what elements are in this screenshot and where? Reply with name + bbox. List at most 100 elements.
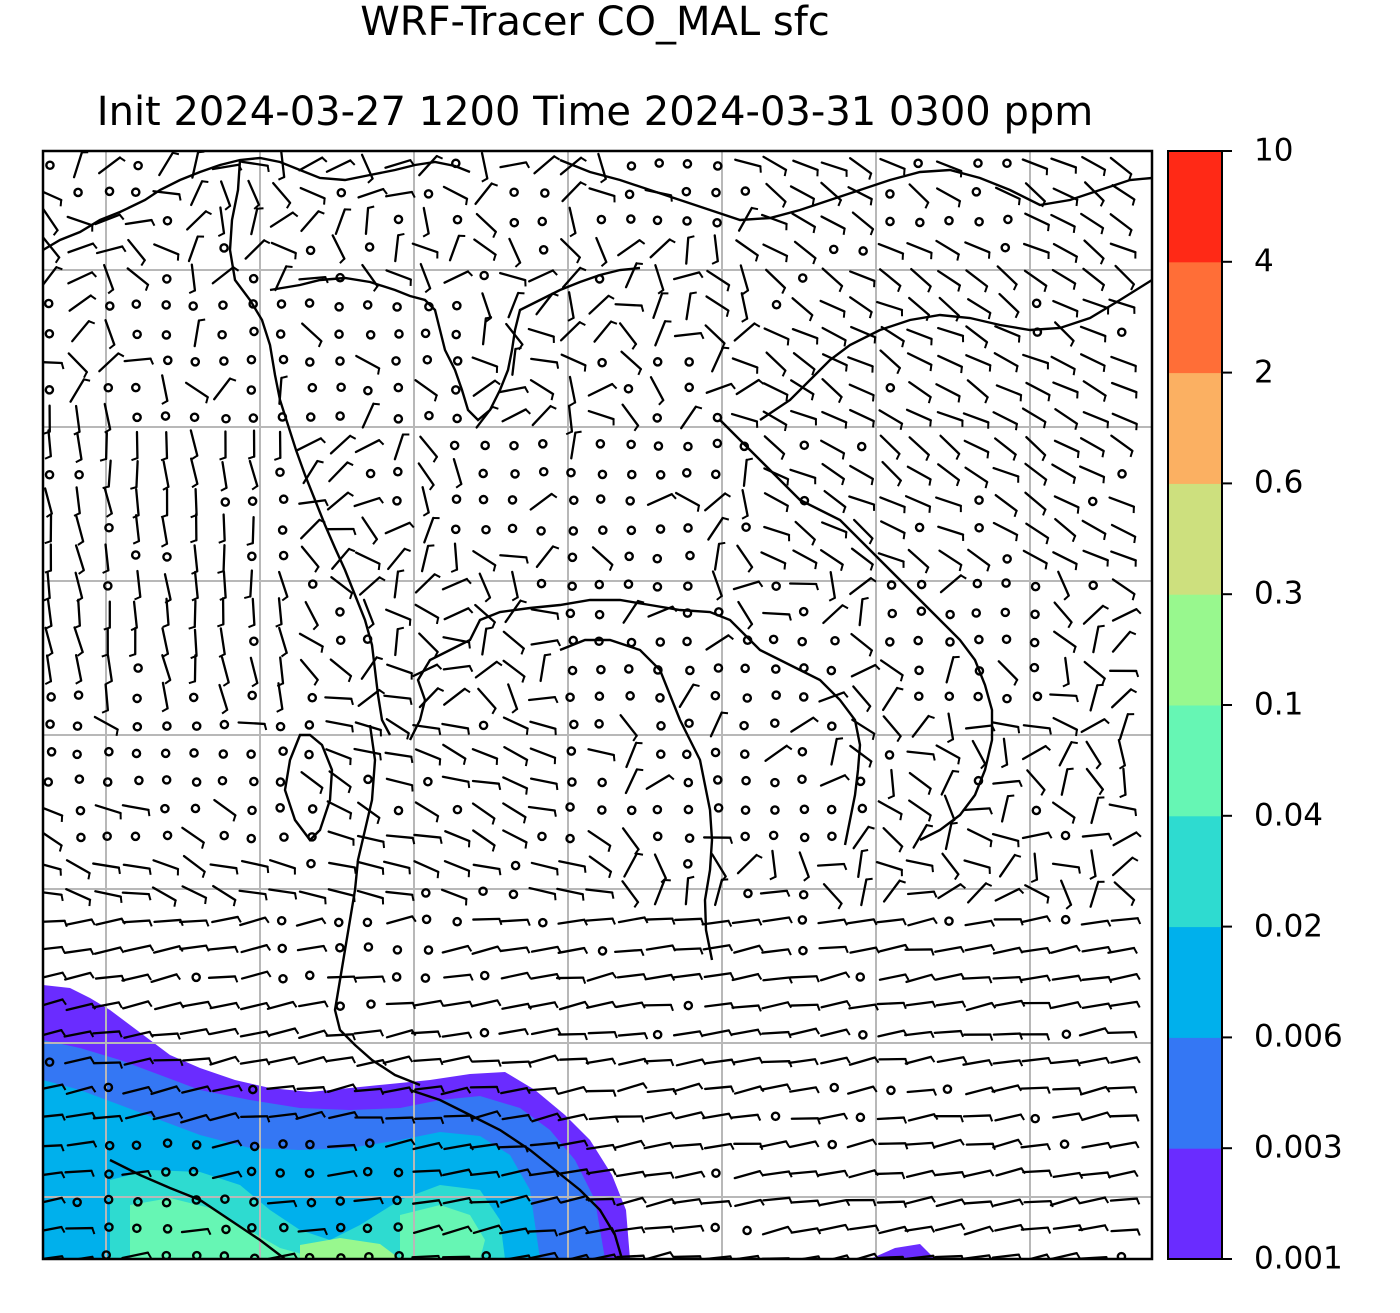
- wind-barb-flag: [899, 879, 906, 884]
- wind-barb-calm: [335, 272, 345, 283]
- wind-barb: [934, 945, 962, 953]
- wind-barb: [964, 944, 993, 952]
- wind-barb-flag: [58, 845, 63, 852]
- wind-barb-flag: [1133, 1086, 1138, 1094]
- wind-barb: [502, 776, 529, 790]
- wind-barb-calm: [711, 187, 721, 198]
- wind-barb: [499, 161, 528, 169]
- wind-barb-flag: [1046, 1143, 1051, 1151]
- wind-barb-flag: [722, 346, 730, 350]
- wind-barb-flag: [989, 1115, 994, 1122]
- wind-barb-flag: [89, 972, 95, 979]
- wind-barb-calm: [73, 690, 84, 700]
- wind-barb-calm: [246, 1166, 257, 1177]
- wind-barb-calm: [624, 551, 634, 562]
- wind-barb-flag: [1135, 831, 1142, 838]
- wind-barb-flag: [838, 285, 843, 293]
- wind-barb-calm: [305, 1139, 315, 1150]
- wind-barb: [816, 862, 846, 867]
- wind-barb-flag: [1105, 1086, 1111, 1093]
- wind-barb: [935, 1198, 964, 1208]
- wind-barb-calm: [189, 748, 199, 758]
- wind-barb: [300, 545, 320, 568]
- wind-barb: [791, 212, 817, 228]
- wind-barb: [94, 974, 123, 980]
- wind-barb: [937, 269, 962, 287]
- wind-barb-flag: [556, 1113, 562, 1120]
- wind-barb-flag: [131, 457, 138, 462]
- wind-barb: [850, 547, 874, 566]
- wind-barb-flag: [1047, 394, 1051, 402]
- wind-barb: [529, 492, 553, 511]
- wind-barb: [935, 496, 962, 507]
- wind-barb: [124, 218, 153, 226]
- wind-barb-calm: [161, 1167, 171, 1177]
- wind-barb: [820, 1000, 849, 1009]
- wind-barb-flag: [61, 1114, 66, 1121]
- wind-barb: [357, 801, 381, 819]
- wind-barb: [740, 292, 749, 320]
- wind-barb-flag: [376, 656, 383, 661]
- wind-barb: [702, 1112, 731, 1120]
- wind-barb: [711, 570, 723, 598]
- wind-barb: [906, 1088, 935, 1094]
- wind-barb: [193, 570, 199, 599]
- wind-barb: [94, 890, 122, 898]
- wind-barb-flag: [379, 753, 382, 761]
- wind-barb-calm: [743, 888, 753, 899]
- wind-barb: [65, 918, 93, 926]
- wind-barb-flag: [757, 1005, 762, 1012]
- wind-barb-flag: [700, 1171, 706, 1178]
- wind-barb: [66, 215, 94, 227]
- wind-barb: [905, 1169, 934, 1178]
- wind-barb: [850, 325, 877, 339]
- wind-barb-flag: [495, 1086, 500, 1094]
- wind-barb: [1078, 1196, 1107, 1205]
- wind-barb: [1051, 974, 1080, 981]
- wind-barb: [73, 626, 84, 654]
- wind-barb: [998, 853, 1016, 878]
- wind-barb: [1082, 411, 1110, 424]
- wind-barb-calm: [247, 496, 258, 506]
- wind-barb: [93, 946, 122, 955]
- wind-barb: [1081, 155, 1107, 171]
- wind-barb: [211, 266, 235, 285]
- wind-barb-flag: [204, 897, 207, 905]
- wind-barb-flag: [868, 537, 874, 545]
- wind-barb-calm: [509, 187, 519, 198]
- wind-barb: [327, 830, 355, 841]
- wind-barb-flag: [930, 1226, 936, 1233]
- wind-barb-calm: [507, 523, 518, 534]
- wind-barb: [993, 352, 1019, 368]
- wind-barb: [272, 181, 292, 205]
- wind-barb: [789, 1086, 818, 1093]
- wind-barb-flag: [160, 542, 168, 548]
- wind-barb-calm: [625, 496, 635, 506]
- wind-barb-flag: [741, 317, 748, 323]
- wind-barb: [104, 543, 110, 572]
- wind-barb: [186, 210, 208, 231]
- wind-barb-calm: [161, 330, 172, 340]
- wind-barb-flag: [1072, 477, 1076, 485]
- wind-barb-flag: [669, 1004, 674, 1012]
- wind-barb-calm: [364, 242, 375, 252]
- wind-barb: [585, 917, 614, 922]
- wind-barb-flag: [222, 681, 230, 687]
- wind-barb-flag: [556, 639, 562, 647]
- wind-barb: [763, 525, 791, 537]
- wind-barb: [152, 859, 180, 871]
- wind-barb-calm: [105, 301, 115, 311]
- wind-barb: [123, 357, 152, 363]
- wind-barb-flag: [1018, 780, 1023, 788]
- wind-barb-flag: [1069, 340, 1075, 347]
- map-frame: [41, 149, 1154, 1261]
- wind-barb-calm: [742, 635, 753, 646]
- wind-barb-flag: [671, 493, 677, 500]
- wind-barb-flag: [668, 774, 675, 781]
- wind-barb: [557, 1085, 585, 1095]
- wind-barb-flag: [324, 276, 329, 284]
- wind-barb-calm: [594, 274, 605, 284]
- wind-barb-flag: [928, 506, 931, 513]
- wind-barb: [43, 361, 63, 365]
